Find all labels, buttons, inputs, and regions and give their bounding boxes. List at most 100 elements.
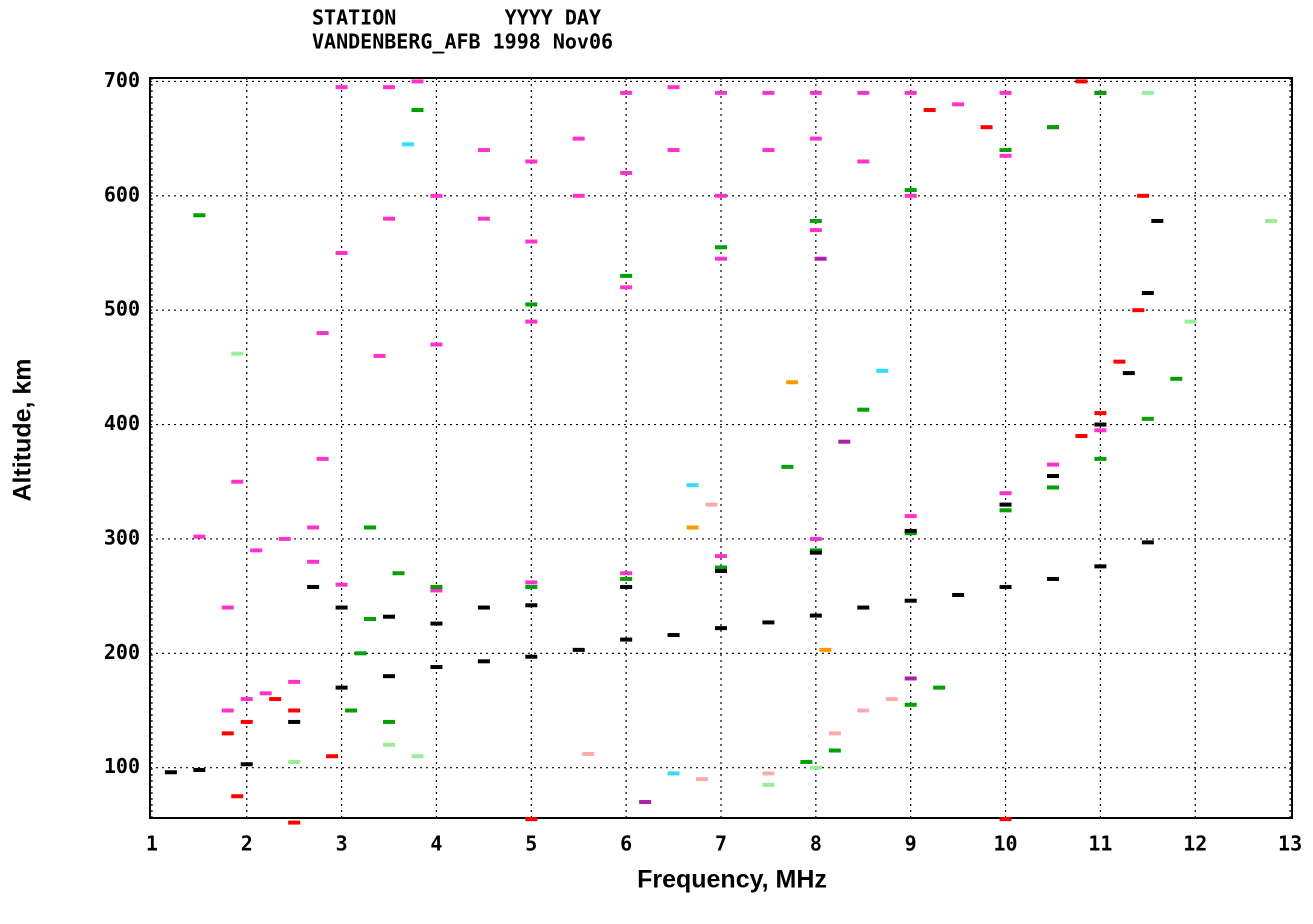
- echo-mark: [762, 771, 775, 776]
- echo-mark: [1075, 79, 1088, 84]
- echo-mark: [809, 136, 822, 141]
- echo-mark: [715, 554, 727, 559]
- echo-mark: [686, 525, 699, 530]
- echo-mark: [373, 353, 386, 358]
- echo-mark: [288, 719, 301, 724]
- echo-mark: [1170, 376, 1183, 381]
- echo-mark: [335, 685, 348, 690]
- echo-mark: [250, 548, 263, 553]
- echo-mark: [240, 719, 253, 724]
- x-axis-label: Frequency, MHz: [637, 866, 827, 894]
- echo-mark: [814, 256, 827, 261]
- echo-mark: [1094, 456, 1107, 461]
- echo-mark: [857, 407, 870, 412]
- echo-mark: [904, 528, 917, 533]
- echo-mark: [383, 719, 396, 724]
- echo-mark: [392, 571, 405, 576]
- echo-mark: [383, 85, 396, 90]
- echo-mark: [1046, 576, 1059, 581]
- x-tick-label: 1: [146, 832, 158, 856]
- y-tick-label: 400: [104, 411, 140, 435]
- echo-mark: [335, 250, 348, 255]
- echo-mark: [221, 708, 234, 713]
- echo-mark: [316, 331, 329, 336]
- echo-mark: [1094, 90, 1107, 95]
- echo-mark: [193, 534, 206, 539]
- y-axis-label: Altitude, km: [9, 358, 37, 501]
- echo-mark: [525, 239, 538, 244]
- echo-mark: [809, 90, 822, 95]
- echo-mark: [999, 508, 1012, 513]
- x-tick-label: 2: [241, 832, 253, 856]
- echo-mark: [715, 626, 727, 631]
- echo-mark: [999, 90, 1012, 95]
- echo-mark: [809, 550, 822, 555]
- echo-mark: [383, 614, 396, 619]
- echo-mark: [572, 193, 585, 198]
- echo-mark: [1184, 319, 1197, 324]
- echo-mark: [1094, 422, 1107, 427]
- echo-mark: [762, 148, 775, 153]
- echo-mark: [259, 691, 272, 696]
- x-tick-label: 4: [430, 832, 442, 856]
- echo-mark: [828, 748, 841, 753]
- echo-mark: [923, 108, 936, 113]
- echo-mark: [999, 148, 1012, 153]
- echo-mark: [999, 817, 1012, 822]
- echo-mark: [904, 676, 917, 681]
- echo-mark: [221, 731, 234, 736]
- echo-mark: [762, 620, 775, 625]
- echo-mark: [705, 502, 718, 507]
- echo-mark: [857, 159, 870, 164]
- echo-mark: [240, 697, 253, 702]
- echo-mark: [686, 483, 699, 488]
- echo-mark: [786, 380, 799, 385]
- echo-mark: [715, 245, 727, 250]
- echo-mark: [307, 584, 320, 589]
- echo-mark: [525, 603, 538, 608]
- echo-mark: [999, 584, 1012, 589]
- echo-mark: [307, 559, 320, 564]
- echo-mark: [904, 702, 917, 707]
- echo-mark: [430, 584, 443, 589]
- echo-mark: [952, 592, 965, 597]
- echo-mark: [933, 685, 946, 690]
- echo-mark: [307, 525, 320, 530]
- echo-mark: [525, 817, 538, 822]
- echo-mark: [430, 621, 443, 626]
- echo-mark: [1046, 485, 1059, 490]
- echo-mark: [620, 637, 633, 642]
- echo-mark: [857, 90, 870, 95]
- echo-mark: [411, 79, 424, 84]
- echo-mark: [335, 85, 348, 90]
- echo-mark: [1137, 193, 1150, 198]
- echo-mark: [1046, 125, 1059, 130]
- echo-mark: [288, 679, 301, 684]
- echo-mark: [345, 708, 358, 713]
- echo-mark: [980, 125, 993, 130]
- echo-mark: [904, 90, 917, 95]
- echo-mark: [904, 531, 917, 536]
- echo-mark: [383, 742, 396, 747]
- echo-mark: [999, 491, 1012, 496]
- echo-mark: [904, 598, 917, 603]
- echo-mark: [1075, 433, 1088, 438]
- echo-mark: [1132, 308, 1145, 313]
- echo-mark: [620, 285, 633, 290]
- echo-mark: [620, 576, 633, 581]
- echo-mark: [364, 616, 377, 621]
- echo-mark: [288, 759, 301, 764]
- echo-mark: [904, 188, 917, 193]
- echo-mark: [781, 464, 794, 469]
- echo-mark: [857, 708, 870, 713]
- echo-mark: [288, 820, 301, 825]
- echo-mark: [335, 605, 348, 610]
- echo-mark: [383, 216, 396, 221]
- echo-mark: [1046, 474, 1059, 479]
- echo-mark: [401, 142, 414, 147]
- header-line: STATION YYYY DAY: [312, 6, 601, 30]
- echo-mark: [762, 782, 775, 787]
- echo-mark: [715, 568, 727, 573]
- echo-mark: [525, 580, 538, 585]
- x-tick-label: 11: [1088, 832, 1112, 856]
